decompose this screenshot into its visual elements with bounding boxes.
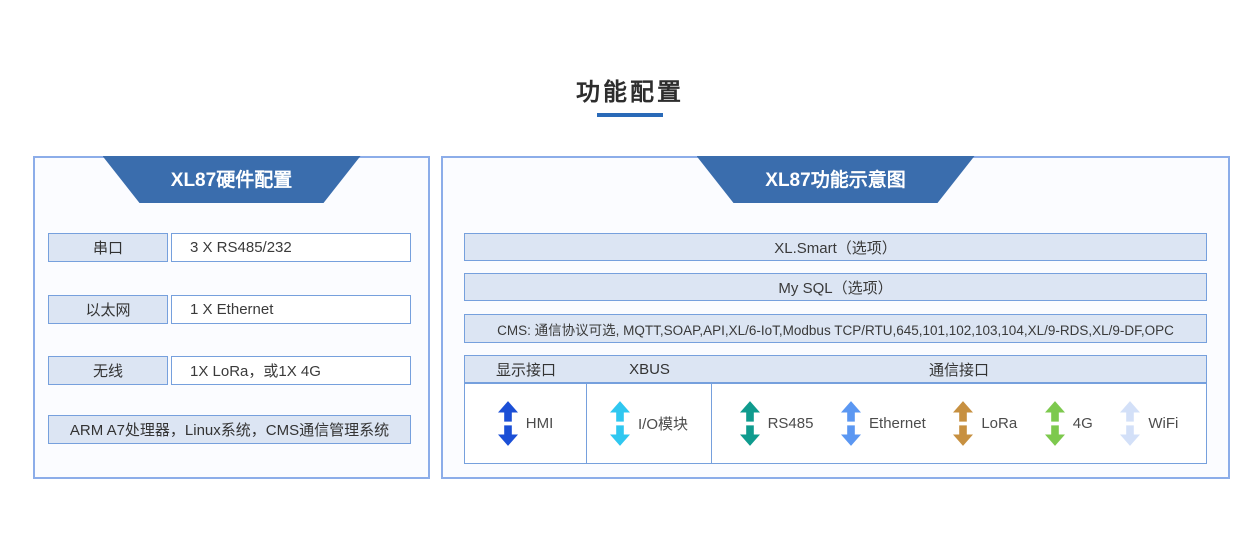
port-ethernet: Ethernet: [841, 401, 926, 446]
xbus-header: XBUS: [629, 360, 670, 378]
ethernet-value: 1 X Ethernet: [171, 295, 411, 324]
display-interface-header: 显示接口: [495, 361, 556, 379]
xbus-cell: I/O模块: [587, 384, 712, 463]
double-arrow-icon: [841, 401, 862, 446]
port-io-module: I/O模块: [609, 401, 688, 446]
port-hmi: HMI: [497, 401, 554, 446]
double-arrow-icon: [739, 401, 760, 446]
wireless-label: 无线: [48, 356, 168, 385]
hardware-row-serial: 串口 3 X RS485/232: [48, 233, 411, 262]
wireless-value: 1X LoRa，或1X 4G: [171, 356, 411, 385]
serial-value: 3 X RS485/232: [171, 233, 411, 262]
interface-table-header: 显示接口 XBUS 通信接口: [464, 355, 1207, 383]
hardware-panel-header: XL87硬件配置: [103, 156, 361, 203]
port-label: WiFi: [1148, 415, 1179, 432]
page-title: 功能配置: [576, 79, 684, 106]
port-4g: 4G: [1044, 401, 1093, 446]
double-arrow-icon: [497, 401, 518, 446]
hardware-system-summary: ARM A7处理器，Linux系统，CMS通信管理系统: [48, 415, 411, 444]
double-arrow-icon: [1120, 401, 1141, 446]
hardware-row-ethernet: 以太网 1 X Ethernet: [48, 295, 411, 324]
interface-table-body: HMI I/O模块: [464, 383, 1207, 464]
comm-interface-cell: RS485 Ethernet LoRa: [712, 384, 1206, 463]
port-wifi: WiFi: [1120, 401, 1178, 446]
hardware-row-wireless: 无线 1X LoRa，或1X 4G: [48, 356, 411, 385]
function-panel-header: XL87功能示意图: [697, 156, 975, 203]
port-label: 4G: [1072, 415, 1093, 432]
serial-label: 串口: [48, 233, 168, 262]
port-label: HMI: [525, 415, 554, 432]
port-label: RS485: [767, 415, 814, 432]
port-lora: LoRa: [953, 401, 1017, 446]
port-rs485: RS485: [739, 401, 814, 446]
comm-interface-header: 通信接口: [928, 361, 989, 379]
mysql-option-bar: My SQL（选项）: [464, 273, 1207, 301]
double-arrow-icon: [1044, 401, 1065, 446]
double-arrow-icon: [609, 401, 630, 446]
port-label: I/O模块: [637, 416, 688, 433]
cms-protocols-bar: CMS: 通信协议可选, MQTT,SOAP,API,XL/6-IoT,Modb…: [464, 314, 1207, 343]
port-label: Ethernet: [869, 415, 926, 432]
xlsmart-option-bar: XL.Smart（选项）: [464, 233, 1207, 261]
ethernet-label: 以太网: [48, 295, 168, 324]
hardware-config-panel: XL87硬件配置 串口 3 X RS485/232 以太网 1 X Ethern…: [33, 156, 430, 479]
display-interface-cell: HMI: [465, 384, 587, 463]
double-arrow-icon: [953, 401, 974, 446]
title-underline: [597, 113, 663, 117]
port-label: LoRa: [981, 415, 1018, 432]
function-diagram-panel: XL87功能示意图 XL.Smart（选项） My SQL（选项） CMS: 通…: [441, 156, 1230, 479]
